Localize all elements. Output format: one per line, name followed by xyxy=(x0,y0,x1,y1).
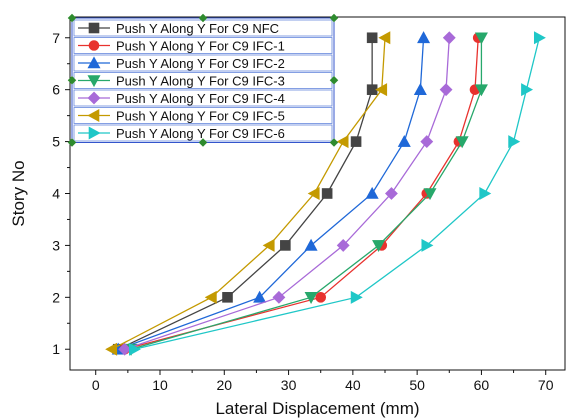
x-tick-label: 10 xyxy=(152,377,168,393)
series-5 xyxy=(118,31,456,356)
selection-handle[interactable] xyxy=(67,76,77,85)
data-point xyxy=(455,136,469,149)
data-point xyxy=(413,83,427,95)
data-point xyxy=(336,135,349,149)
selection-handle[interactable] xyxy=(329,13,339,23)
data-point xyxy=(304,238,318,251)
x-tick-label: 30 xyxy=(281,377,297,393)
legend-item-frame xyxy=(73,54,333,72)
legend-item: Push Y Along Y For C9 IFC-1 xyxy=(73,37,333,54)
x-tick-label: 0 xyxy=(92,377,100,393)
y-axis: 1 2 3 4 5 6 7 xyxy=(52,30,70,357)
x-axis-title: Lateral Displacement (mm) xyxy=(215,399,419,418)
legend-label: Push Y Along Y For C9 IFC-3 xyxy=(116,74,285,89)
legend-marker xyxy=(87,75,101,88)
selection-handle[interactable] xyxy=(329,76,339,85)
legend-label: Push Y Along Y For C9 NFC xyxy=(116,21,279,36)
legend-label: Push Y Along Y For C9 IFC-6 xyxy=(116,126,285,141)
data-point xyxy=(222,292,233,303)
data-point xyxy=(365,186,379,199)
data-point xyxy=(508,135,521,149)
legend-item-frame xyxy=(73,107,333,124)
data-point xyxy=(378,31,391,45)
data-point xyxy=(421,238,434,252)
legend-marker xyxy=(87,108,100,123)
data-point xyxy=(474,32,488,45)
data-point xyxy=(366,32,378,44)
data-point xyxy=(439,83,453,97)
series-layer xyxy=(105,31,546,356)
selection-handle[interactable] xyxy=(67,138,77,147)
data-point xyxy=(204,290,217,304)
data-point xyxy=(442,31,456,45)
data-point xyxy=(350,290,363,304)
y-tick-label: 2 xyxy=(52,289,60,305)
legend-item-frame xyxy=(73,89,333,107)
legend-marker xyxy=(88,40,100,51)
legend: Push Y Along Y For C9 NFC Push Y Along Y … xyxy=(67,13,339,147)
y-tick-label: 5 xyxy=(52,134,60,150)
y-tick-label: 1 xyxy=(52,341,60,357)
data-point xyxy=(315,292,327,303)
legend-marker xyxy=(88,126,101,140)
legend-marker xyxy=(87,91,101,105)
y-tick-label: 3 xyxy=(52,237,60,253)
legend-marker xyxy=(87,56,101,69)
legend-item: Push Y Along Y For C9 IFC-4 xyxy=(73,89,333,107)
legend-item: Push Y Along Y For C9 IFC-2 xyxy=(73,54,333,72)
data-point xyxy=(253,290,267,303)
data-point xyxy=(336,238,350,252)
selection-handle[interactable] xyxy=(198,138,208,147)
data-point xyxy=(521,83,534,97)
x-tick-label: 20 xyxy=(216,377,232,393)
series-6 xyxy=(105,31,391,356)
y-tick-label: 4 xyxy=(52,186,60,202)
y-axis-title: Story No xyxy=(9,160,28,226)
data-point xyxy=(372,240,386,253)
legend-item: Push Y Along Y For C9 IFC-6 xyxy=(73,124,333,142)
y-tick-label: 6 xyxy=(52,82,60,98)
data-point xyxy=(272,290,286,304)
x-tick-label: 50 xyxy=(409,377,425,393)
y-tick-label: 7 xyxy=(52,30,60,46)
data-point xyxy=(397,134,411,147)
data-point xyxy=(423,188,437,201)
data-point xyxy=(417,31,431,44)
legend-item: Push Y Along Y For C9 IFC-5 xyxy=(73,107,333,124)
data-point xyxy=(420,135,434,149)
x-tick-label: 70 xyxy=(538,377,554,393)
legend-label: Push Y Along Y For C9 IFC-5 xyxy=(116,109,285,124)
legend-item: Push Y Along Y For C9 NFC xyxy=(73,19,333,37)
data-point xyxy=(304,292,318,304)
data-point xyxy=(128,342,141,356)
data-point xyxy=(280,240,291,251)
data-point xyxy=(307,186,320,201)
data-point xyxy=(375,83,388,97)
data-point xyxy=(350,136,362,147)
data-point xyxy=(474,84,488,97)
data-point xyxy=(105,342,118,356)
data-point xyxy=(321,188,333,199)
data-point xyxy=(385,187,398,200)
selection-handle[interactable] xyxy=(329,138,339,147)
data-point xyxy=(533,31,546,45)
data-point xyxy=(262,238,275,252)
data-point xyxy=(118,342,132,356)
legend-marker xyxy=(88,22,100,34)
legend-label: Push Y Along Y For C9 IFC-2 xyxy=(116,56,285,71)
x-axis: 0 10 20 30 40 50 60 70 xyxy=(92,370,554,393)
legend-item-frame xyxy=(73,37,333,54)
legend-label: Push Y Along Y For C9 IFC-1 xyxy=(116,39,285,54)
x-tick-label: 40 xyxy=(345,377,361,393)
legend-label: Push Y Along Y For C9 IFC-4 xyxy=(116,91,285,106)
data-point xyxy=(479,186,492,201)
legend-box xyxy=(71,17,335,143)
series-7 xyxy=(128,31,546,356)
x-tick-label: 60 xyxy=(474,377,490,393)
